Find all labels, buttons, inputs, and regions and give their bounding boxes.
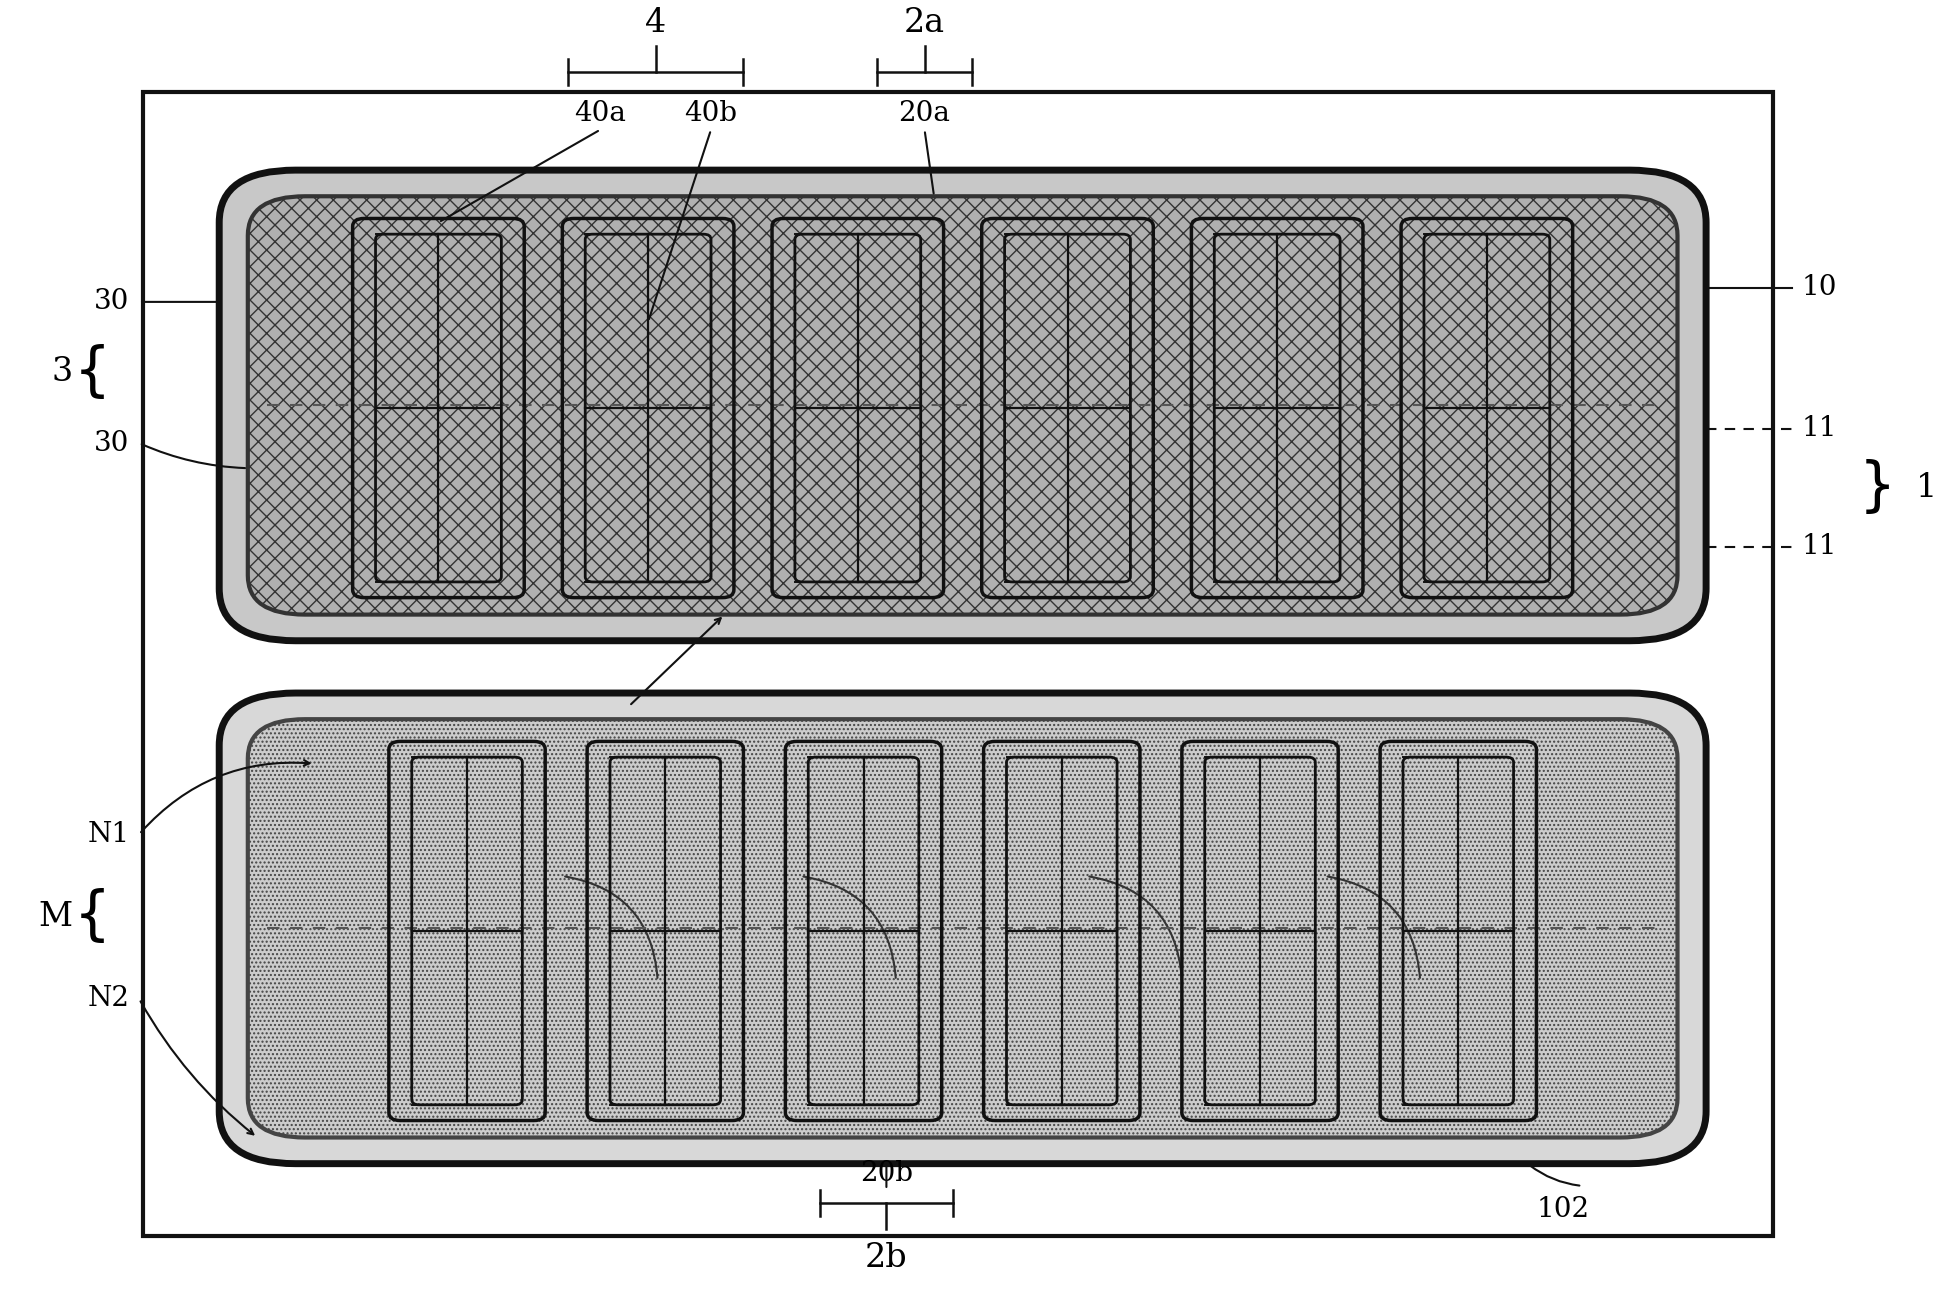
- Text: 11: 11: [1801, 533, 1836, 560]
- Text: 3: 3: [50, 356, 72, 389]
- Text: 40b: 40b: [685, 100, 737, 127]
- Text: 30: 30: [95, 430, 130, 456]
- FancyBboxPatch shape: [219, 170, 1707, 641]
- Text: 30: 30: [95, 288, 130, 315]
- FancyBboxPatch shape: [219, 692, 1707, 1164]
- Text: 20b: 20b: [859, 1160, 913, 1187]
- FancyBboxPatch shape: [248, 196, 1678, 615]
- Bar: [143, 92, 1772, 1235]
- Text: N2: N2: [87, 986, 130, 1013]
- Text: 1: 1: [1916, 472, 1935, 503]
- Text: 4: 4: [644, 8, 666, 39]
- Text: 2b: 2b: [865, 1242, 908, 1275]
- Text: 102: 102: [1536, 1196, 1591, 1223]
- Text: {: {: [74, 888, 110, 945]
- Text: N1: N1: [87, 821, 130, 848]
- Text: 2a: 2a: [904, 8, 944, 39]
- Text: 40a: 40a: [575, 100, 627, 127]
- Text: M: M: [39, 900, 72, 933]
- Text: 11: 11: [1801, 415, 1836, 443]
- Text: }: }: [1860, 460, 1896, 516]
- Text: 20a: 20a: [898, 100, 950, 127]
- Text: {: {: [74, 344, 110, 401]
- FancyBboxPatch shape: [248, 719, 1678, 1138]
- Text: 10: 10: [1801, 275, 1836, 301]
